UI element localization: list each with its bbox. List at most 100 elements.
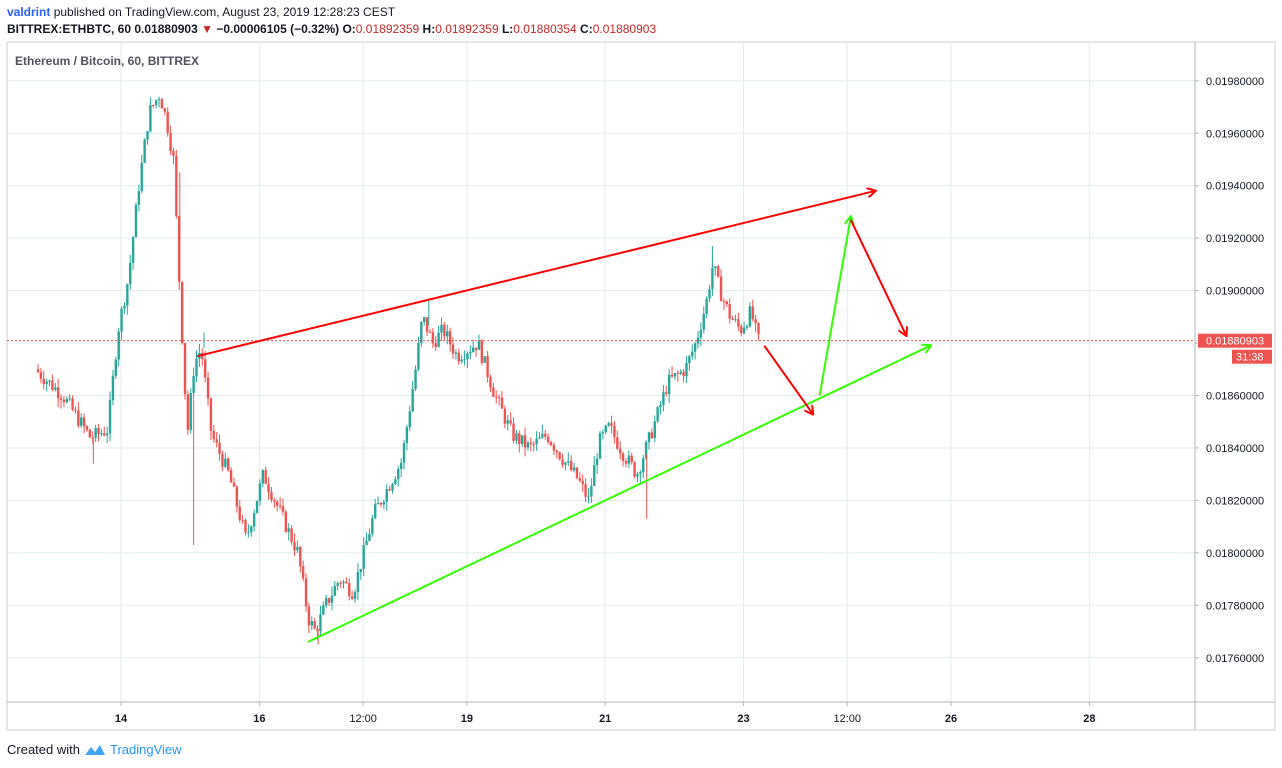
candle-body	[679, 371, 682, 374]
candle-body	[163, 108, 167, 112]
footer: Created with TradingView	[7, 742, 182, 757]
candle-body	[224, 458, 227, 467]
x-tick-label: 16	[253, 713, 265, 725]
candle-body	[348, 583, 351, 597]
candle-body	[636, 474, 639, 477]
ticker-label: BITTREX:ETHBTC, 60	[7, 22, 132, 36]
candle-body	[754, 319, 757, 324]
candle-body	[212, 430, 216, 440]
candle-body	[541, 433, 544, 438]
candle-body	[414, 369, 417, 390]
time-axis[interactable]: 14 16 12:00 19 21 23 12:00 26 28	[115, 702, 1096, 725]
candle-body	[567, 461, 570, 463]
candle-body	[575, 467, 579, 479]
candle-body	[71, 398, 74, 410]
candle-body	[572, 467, 576, 471]
price-axis[interactable]: 0.01980000 0.01960000 0.01940000 0.01920000…	[1195, 76, 1264, 665]
candle-body	[546, 436, 550, 443]
high-value: 0.01892359	[435, 22, 499, 36]
candle-body	[62, 399, 66, 403]
candle-body	[293, 541, 296, 551]
tradingview-logo-icon	[84, 744, 105, 755]
candle-body	[659, 404, 662, 408]
candle-body	[152, 105, 155, 107]
y-tick-label: 0.01920000	[1206, 233, 1264, 245]
candle-body	[515, 433, 518, 441]
candle-body	[716, 266, 720, 277]
projection-arrow-red	[763, 345, 812, 414]
candle-body	[598, 433, 602, 459]
candle-body	[408, 411, 411, 428]
candle-body	[126, 284, 129, 306]
publisher-name[interactable]: valdrint	[7, 5, 51, 19]
candle-body	[330, 595, 334, 603]
candle-body	[719, 276, 723, 302]
candle-body	[526, 442, 530, 448]
candle-body	[362, 545, 365, 570]
candle-body	[558, 452, 561, 460]
candle-body	[613, 425, 616, 438]
y-tick-label: 0.01960000	[1206, 128, 1264, 140]
candle-body	[500, 397, 504, 409]
candle-body	[82, 417, 86, 427]
candle-body	[301, 566, 305, 579]
candle-body	[215, 439, 218, 443]
candle-body	[241, 519, 244, 521]
candle-body	[77, 410, 80, 426]
open-label: O:	[342, 22, 356, 36]
candle-body	[480, 340, 484, 363]
candle-body	[290, 528, 293, 542]
candle-body	[731, 318, 734, 320]
candle-body	[114, 359, 118, 376]
candle-body	[379, 503, 383, 505]
candle-body	[662, 392, 665, 405]
price-chart[interactable]: 0.01980000 0.01960000 0.01940000 0.01920000…	[0, 0, 1282, 740]
candle-body	[85, 426, 89, 430]
candle-body	[143, 139, 146, 163]
candle-body	[388, 488, 391, 491]
candle-body	[68, 398, 71, 400]
candle-body	[737, 319, 740, 327]
candle-body	[100, 433, 103, 435]
candle-body	[402, 443, 406, 463]
candle-body	[552, 445, 556, 451]
candle-body	[569, 461, 573, 471]
candle-body	[356, 572, 360, 593]
candle-body	[503, 408, 507, 424]
candle-body	[595, 458, 599, 466]
low-label: L:	[501, 22, 514, 36]
candle-body	[399, 462, 403, 469]
price-change: −0.00006105 (−0.32%)	[216, 22, 340, 36]
high-label: H:	[422, 22, 436, 36]
candle-body	[327, 598, 331, 603]
candle-body	[616, 437, 619, 449]
tradingview-brand[interactable]: TradingView	[109, 742, 182, 757]
candle-body	[368, 533, 371, 541]
candle-body	[258, 483, 262, 501]
quote-line: BITTREX:ETHBTC, 60 0.01880903 ▼ −0.00006…	[7, 22, 656, 36]
candle-body	[59, 398, 63, 400]
candle-body	[252, 513, 256, 527]
candle-body	[489, 377, 492, 388]
candle-body	[325, 598, 328, 606]
candle-body	[333, 586, 337, 596]
candle-body	[232, 482, 236, 487]
x-tick-label: 23	[737, 713, 749, 725]
candle-body	[267, 483, 270, 492]
candle-body	[474, 347, 478, 350]
candle-body	[425, 317, 429, 332]
candle-body	[434, 343, 437, 348]
candle-body	[373, 504, 377, 519]
candle-body	[137, 191, 141, 205]
candle-body	[650, 432, 654, 439]
candle-body	[486, 356, 489, 378]
x-tick-label: 12:00	[349, 713, 377, 725]
candle-body	[642, 458, 645, 473]
candle-body	[146, 131, 149, 140]
candle-body	[281, 506, 285, 512]
candle-body	[469, 351, 472, 354]
candle-body	[633, 462, 636, 477]
candle-body	[209, 398, 213, 431]
candle-body	[544, 433, 547, 437]
candle-body	[682, 371, 685, 377]
